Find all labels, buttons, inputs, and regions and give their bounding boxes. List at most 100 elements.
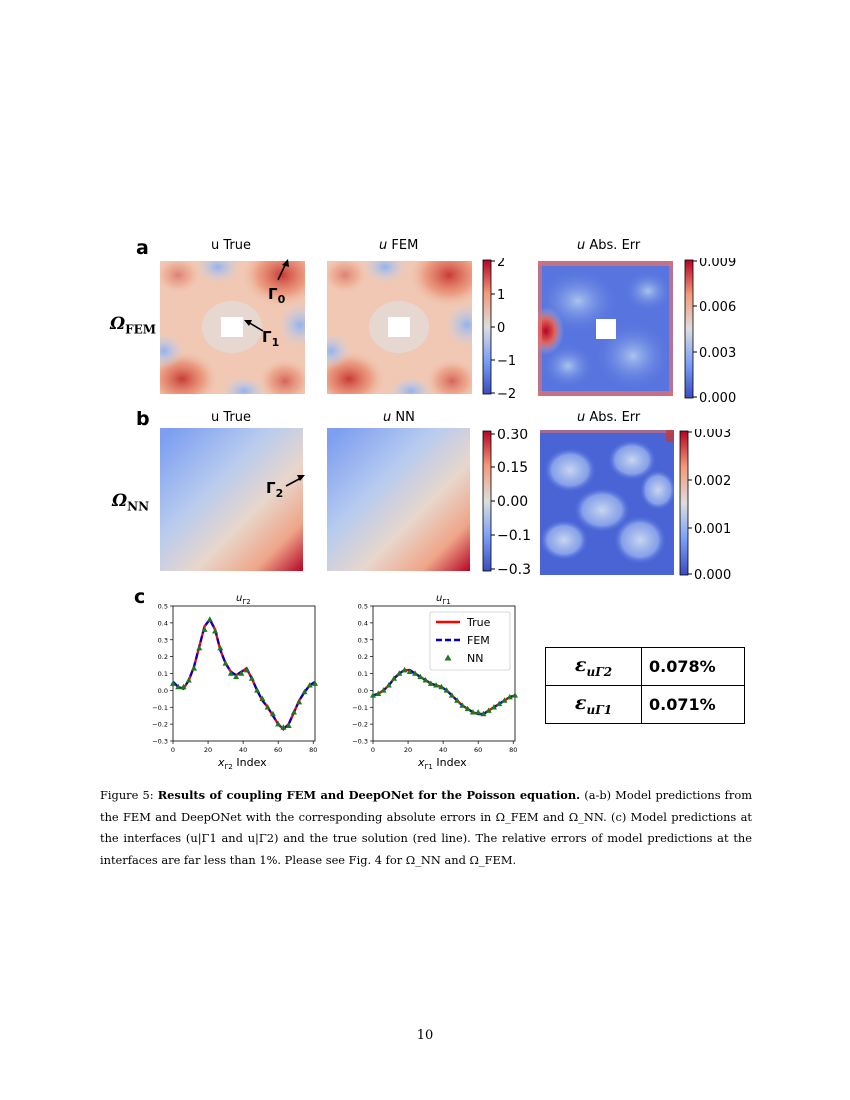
colorbar-a-error-tick: 0.003 [699,346,736,361]
x-tick-label: 20 [404,746,412,754]
plot-title-b-nn: u NN [383,410,415,425]
error-table: εuΓ2 0.078% εuΓ1 0.071% [545,647,745,724]
x-axis-label-main: x [217,756,225,769]
y-tick-label: 0.5 [358,603,368,611]
series-nn-marker [238,670,245,676]
series-nn-marker [412,670,419,676]
heatmap-b-true [160,428,303,571]
panel-label-a: a [136,237,149,259]
x-axis-label: xΓ2 Index [217,756,267,770]
y-tick-label: −0.1 [152,704,168,712]
chart-legend: True FEM NN [429,611,511,671]
y-tick-label: 0.0 [358,687,368,695]
series-nn-marker [248,675,255,681]
series-nn-marker [433,682,440,688]
colorbar-a-tick: −2 [497,387,516,400]
y-tick-label: −0.1 [352,704,368,712]
series-nn-marker [406,668,413,675]
heatmap-b-nn [327,428,470,571]
colorbar-b-tick: 0.30 [497,429,528,443]
series-nn-marker [175,683,182,690]
series-nn-marker [422,677,429,683]
gamma1-label: Γ1 [262,328,280,349]
x-tick-label: 40 [439,746,447,754]
series-nn-marker [212,628,219,634]
series-nn-marker [290,709,297,715]
chart-title: uΓ2 [236,593,251,606]
y-tick-label: 0.4 [158,619,168,627]
heatmap-a-fem [327,261,472,394]
page-number: 10 [416,1028,434,1043]
series-nn-marker [480,710,487,717]
y-tick-label: 0.1 [158,670,168,678]
series-nn-marker [301,688,308,695]
colorbar-b-error-tick: 0.000 [694,568,731,581]
series-nn-marker [206,616,213,622]
x-axis-label-rest: Index [233,756,267,769]
series-nn-marker [370,692,376,698]
colorbar-a-error: 0.009 0.006 0.003 0.000 [684,258,736,404]
row-label-nn: ΩNN [112,491,150,514]
colorbar-b-tick: 0.15 [497,460,528,476]
panel-label-b: b [136,408,150,430]
gamma0-arrow [277,259,289,281]
series-nn-marker [490,704,497,710]
colorbar-a-tick: 1 [497,288,505,303]
error-value: 0.071% [641,685,745,724]
line-chart-u-gamma2: uΓ2 0.5 0.4 0.3 0.2 0.1 0.0 −0.1 −0.2 −0.30 20 40 60… [152,593,318,770]
y-tick-label: −0.2 [352,721,368,729]
x-axis-label: xΓ1 Index [417,756,467,770]
series-nn-marker [280,724,287,730]
row-label-fem: ΩFEM [110,314,157,337]
error-label: εuΓ2 [545,647,642,686]
series-nn-marker [443,687,450,693]
caption-label: Figure 5: [100,788,158,802]
series-nn-marker [485,707,492,713]
colorbar-a-tick: 2 [497,258,505,270]
series-nn-marker [254,687,261,693]
plot-title-a-fem: u FEM [379,238,419,253]
gamma2-arrow [285,475,305,487]
y-tick-label: 0.3 [158,636,168,644]
x-axis-label-sub: Γ2 [225,763,233,770]
series-nn-marker [448,692,455,698]
line-chart-u-gamma1: uΓ1 0.5 0.4 0.3 0.2 0.1 0.0 −0.1 −0.2 −0.30 20 40 60… [352,593,518,770]
legend-nn-swatch [444,654,452,661]
series-nn-marker [180,683,187,690]
caption-bold: Results of coupling FEM and DeepONet for… [157,788,581,802]
series-nn-marker [375,690,382,696]
error-table-row: εuΓ1 0.071% [545,685,745,724]
series-nn-marker [222,660,229,666]
series-nn-marker [459,702,466,708]
x-tick-label: 0 [371,746,375,754]
series-nn-marker [391,675,398,681]
error-value: 0.078% [641,647,745,686]
x-tick-label: 80 [309,746,317,754]
series-nn-marker [427,680,434,686]
legend-true-label: True [466,616,491,629]
series-nn-marker [475,709,482,715]
chart-title-sub: Γ1 [442,598,450,606]
plot-title-b-true: u True [211,410,251,425]
series-nn-marker [438,683,445,690]
series-nn-marker [201,626,208,632]
colorbar-b-tick: −0.1 [497,528,531,544]
colorbar-b-error-tick: 0.001 [694,522,731,537]
error-table-row: εuΓ2 0.078% [545,647,745,686]
heatmap-b-error [540,430,674,575]
y-tick-label: 0.2 [158,653,168,661]
series-nn-marker [269,710,276,717]
series-nn-marker [243,666,250,673]
x-tick-label: 20 [204,746,212,754]
x-tick-label: 40 [239,746,247,754]
series-nn-marker [264,704,271,710]
colorbar-a-tick: 0 [497,321,505,336]
series-nn-marker [275,720,282,727]
caption-text: (a-b) Model predictions from the FEM and… [100,788,752,867]
y-tick-label: −0.3 [352,738,368,746]
colorbar-a-error-tick: 0.000 [699,391,736,404]
series-nn-marker [191,665,198,671]
plot-title-a-true: u True [211,238,251,253]
legend-nn-label: NN [467,652,483,665]
series-nn-marker [259,695,266,702]
